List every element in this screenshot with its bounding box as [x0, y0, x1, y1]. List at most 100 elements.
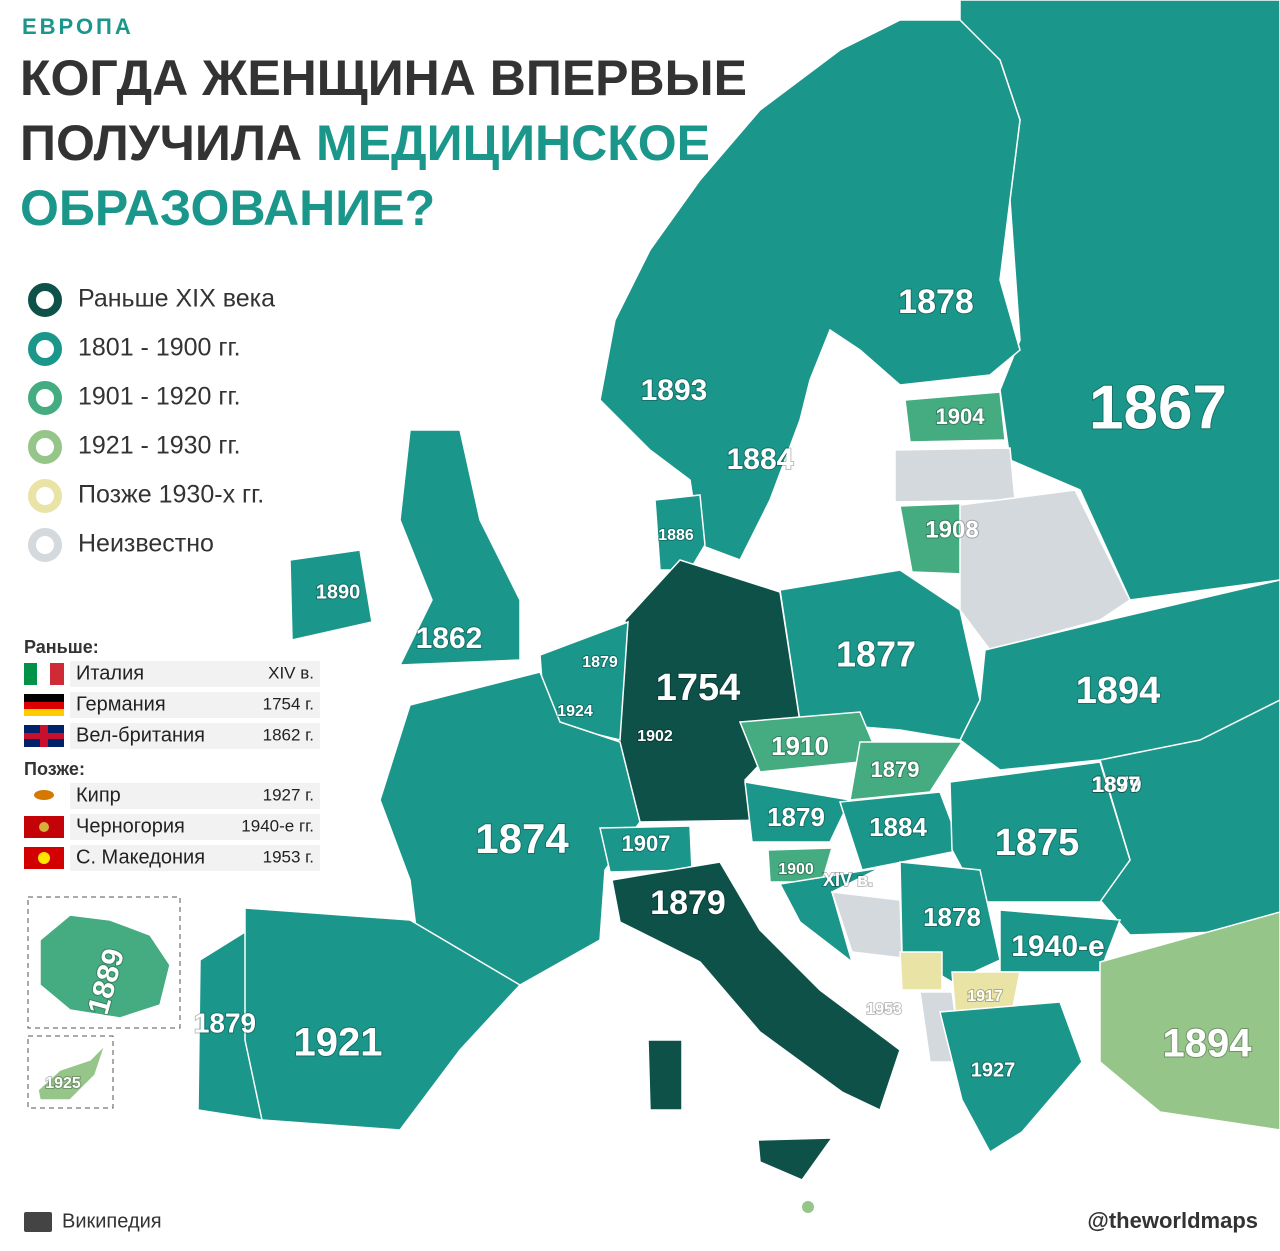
scandinavia [599, 19, 1021, 561]
map-label: 1877 [836, 634, 916, 675]
flag-part [50, 663, 64, 685]
legend-swatch [28, 283, 62, 317]
row-bg [70, 692, 320, 718]
legend-label: Раньше XIX века [78, 285, 275, 313]
romania [949, 761, 1131, 903]
map-label: 1884 [869, 812, 927, 842]
map-label: 1890 [316, 581, 361, 603]
row-bg [70, 814, 320, 840]
legend-label: Позже 1930-х гг. [78, 481, 264, 509]
legend-swatch [28, 332, 62, 366]
row-year: 1940-е гг. [241, 816, 314, 835]
denmark [654, 494, 706, 571]
map-label: 1908 [925, 516, 978, 543]
handle: @theworldmaps [1087, 1208, 1258, 1233]
map-label: 1879 [1093, 772, 1142, 797]
title-line: ПОЛУЧИЛА МЕДИЦИНСКОЕ [20, 115, 710, 171]
legend-label: Неизвестно [78, 530, 214, 558]
notes-heading: Раньше: [24, 637, 99, 657]
map-label: 1878 [923, 902, 981, 932]
flag-part [39, 822, 49, 832]
map-label: 1875 [995, 822, 1080, 864]
legend-swatch [28, 528, 62, 562]
flag-part [24, 709, 64, 716]
map-label: 1917 [967, 988, 1003, 1005]
map-label: 1886 [658, 527, 694, 544]
map-label: 1940-е [1011, 930, 1104, 963]
flag-part [24, 694, 64, 702]
legend-swatch [28, 381, 62, 415]
map-label: XIV в. [823, 870, 873, 890]
legend-swatch [28, 479, 62, 513]
latvia [894, 447, 1016, 503]
flag [24, 847, 64, 869]
notes-heading: Позже: [24, 759, 85, 779]
britain [398, 429, 521, 666]
legend-swatch [28, 430, 62, 464]
iceland-inset [27, 896, 181, 1029]
title-line: ОБРАЗОВАНИЕ? [20, 180, 435, 236]
flag-part [24, 733, 64, 739]
map-label: 1927 [971, 1059, 1016, 1081]
map-label: 1874 [475, 815, 569, 862]
row-bg [70, 783, 320, 809]
map-label: 1862 [416, 622, 483, 655]
flag [24, 816, 64, 838]
row-country: Черногория [76, 815, 185, 837]
kicker: ЕВРОПА [22, 14, 134, 39]
map-label: 1897 [1092, 772, 1141, 797]
legend-label: 1921 - 1930 гг. [78, 432, 241, 460]
slovakia [849, 741, 964, 801]
legend-label: 1901 - 1920 гг. [78, 383, 241, 411]
map [27, 0, 1280, 1213]
flag-part [37, 663, 50, 685]
row-bg [70, 661, 320, 687]
map-label: 1884 [727, 443, 794, 476]
map-label: 1894 [1076, 670, 1161, 712]
map-label: 1879 [194, 1007, 256, 1038]
map-label: 1878 [898, 283, 974, 321]
row-year: 1927 г. [263, 785, 314, 804]
map-label: 1754 [656, 667, 741, 709]
cyprus [37, 1044, 106, 1101]
flag [24, 725, 64, 747]
flag-part [34, 790, 54, 800]
map-label: 1900 [778, 861, 814, 878]
croatia [778, 867, 881, 964]
map-label: 1907 [622, 831, 671, 856]
row-year: 1862 г. [263, 725, 314, 744]
notes: Раньше: Италия XIV в. Германия 1754 г. Вел-бр… [24, 637, 320, 871]
greece [939, 1001, 1083, 1154]
row-country: Италия [76, 662, 144, 684]
map-labels: 1878 1867 1893 1884 1904 1886 1908 1890 1862 1877… [44, 282, 1253, 1093]
source: Википедия [62, 1210, 162, 1232]
turkey [1099, 911, 1280, 1131]
row-country: С. Македония [76, 846, 205, 868]
sicily [757, 1137, 834, 1181]
row-year: 1754 г. [263, 694, 314, 713]
austria [744, 781, 852, 843]
flag [24, 694, 64, 716]
map-label: 1879 [582, 654, 618, 671]
flag-part [24, 702, 64, 709]
flag-part [24, 663, 37, 685]
row-bg [70, 723, 320, 749]
flag [24, 663, 64, 685]
map-label: 1893 [641, 374, 708, 407]
title-accent: МЕДИЦИНСКОЕ [316, 115, 710, 171]
row-country: Вел-британия [76, 724, 205, 746]
map-label: 1904 [936, 404, 986, 429]
map-label: 1924 [557, 703, 593, 720]
map-label: 1902 [637, 728, 673, 745]
cyprus-inset [27, 1035, 114, 1109]
row-bg [70, 845, 320, 871]
map-label: 1867 [1089, 373, 1227, 442]
legend-label: 1801 - 1900 гг. [78, 334, 241, 362]
map-label: 1879 [871, 757, 920, 782]
flag [24, 785, 64, 807]
map-label: 1925 [45, 1075, 81, 1092]
source-icon [24, 1212, 52, 1232]
map-label: 1921 [294, 1021, 383, 1065]
row-year: 1953 г. [263, 847, 314, 866]
iceland [39, 914, 171, 1019]
